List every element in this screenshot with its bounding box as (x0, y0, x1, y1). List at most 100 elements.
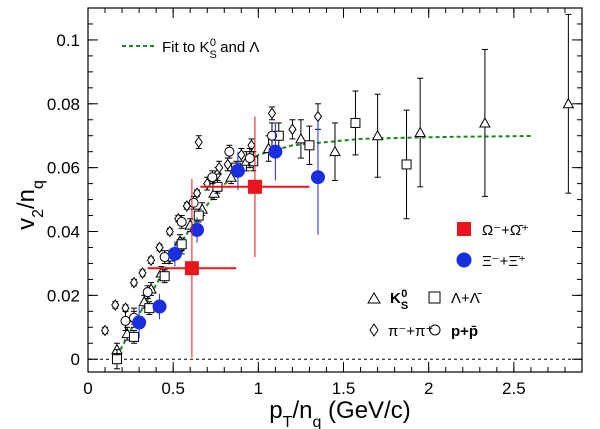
marker-diamond-open (223, 158, 232, 171)
data-point (244, 147, 255, 169)
marker-circle-filled (310, 170, 325, 185)
data-point (267, 106, 277, 121)
data-point (230, 151, 245, 190)
legend-pion-entry: π⁻+π⁺ (369, 323, 433, 340)
marker-circle-filled (152, 299, 167, 314)
data-point (100, 324, 110, 337)
x-tick-label: 2.5 (502, 379, 526, 398)
data-point (193, 208, 204, 223)
x-axis-title: pT/nq (GeV/c) (269, 397, 410, 429)
marker-square-open (111, 354, 122, 365)
marker-diamond-open (100, 324, 110, 337)
marker-triangle-open (479, 116, 491, 128)
marker-triangle-open (225, 171, 237, 182)
data-point (176, 215, 187, 229)
y-tick-label: 0 (71, 350, 80, 369)
legend-k0-marker (367, 292, 381, 304)
marker-diamond-open (111, 299, 120, 311)
marker-square-open (128, 331, 139, 342)
series-circle-open (120, 122, 277, 331)
legend-lambda-entry: Λ+Λ̄ (428, 290, 482, 307)
marker-triangle-open (295, 132, 307, 144)
legend: Fit to KS0 and Λ Ω⁻+Ω̄⁺ Ξ⁻+Ξ̄⁺ KS0 Λ+Λ̄ … (122, 37, 529, 340)
data-point (350, 90, 361, 156)
legend-omega-label: Ω⁻+Ω̄⁺ (482, 222, 529, 239)
marker-diamond-open (215, 161, 224, 174)
marker-square-open (193, 210, 204, 221)
marker-circle-open (176, 216, 187, 227)
marker-circle-open (188, 197, 199, 208)
data-point (268, 122, 283, 181)
y-tick-label: 0.06 (47, 159, 80, 178)
marker-diamond-open (129, 276, 139, 289)
marker-diamond-open (138, 267, 147, 279)
marker-triangle-open (371, 129, 384, 141)
marker-circle-filled (190, 222, 205, 237)
marker-square-open (401, 159, 412, 170)
data-point (414, 77, 427, 188)
data-point (165, 225, 174, 238)
data-point (200, 116, 310, 258)
legend-pion-marker (369, 323, 379, 337)
data-point (310, 119, 325, 235)
series-square-filled (147, 116, 310, 358)
marker-square-filled (184, 261, 199, 276)
data-point (142, 285, 153, 300)
x-tick-label: 2 (424, 379, 433, 398)
marker-circle-filled (167, 246, 182, 261)
data-point (295, 119, 307, 159)
x-tick-label: 0 (83, 379, 92, 398)
data-point (132, 306, 147, 339)
series-diamond-open (100, 103, 323, 337)
marker-circle-open (244, 153, 255, 164)
y-tick-label: 0.04 (47, 223, 80, 242)
y-tick-label: 0.08 (47, 95, 80, 114)
data-point (224, 144, 235, 159)
marker-diamond-open (237, 149, 246, 161)
plot-border (87, 7, 583, 373)
data-points (100, 13, 575, 370)
legend-k0-entry: KS0 (367, 288, 408, 312)
marker-triangle-open (329, 145, 341, 157)
marker-square-filled (247, 179, 262, 194)
marker-circle-open (159, 252, 170, 263)
marker-diamond-open (194, 136, 203, 148)
legend-k0-label: KS0 (390, 288, 408, 312)
marker-diamond-open (146, 254, 156, 267)
marker-circle-open (120, 315, 131, 326)
data-point (329, 122, 341, 181)
marker-square-open (144, 303, 155, 314)
data-point (152, 293, 167, 320)
marker-circle-open (266, 130, 277, 141)
data-point (188, 195, 199, 210)
marker-diamond-open (247, 139, 256, 152)
data-point (190, 217, 205, 243)
data-point (120, 310, 131, 331)
data-point (562, 13, 575, 194)
data-point (194, 135, 203, 149)
legend-xi-entry: Ξ⁻+Ξ̄⁺ (456, 252, 526, 270)
data-point (223, 157, 232, 172)
data-point (146, 254, 156, 267)
marker-diamond-open (192, 187, 202, 200)
data-point (237, 147, 246, 162)
data-point (401, 109, 412, 220)
data-point (129, 276, 139, 289)
marker-square-open (159, 271, 170, 282)
legend-proton-entry: p+p̄ (429, 323, 478, 340)
data-point (144, 301, 155, 316)
y-tick-label: 0.02 (47, 286, 80, 305)
marker-diamond-open (288, 123, 297, 136)
data-point (111, 299, 120, 311)
legend-fit-entry: Fit to KS0 and Λ (122, 37, 259, 61)
data-point (147, 178, 237, 358)
plot-frame (87, 7, 583, 373)
data-point (288, 119, 297, 140)
marker-triangle-open (414, 126, 427, 138)
axis-ticks: 0 0.5 1 1.5 2 2.5 0 0.02 0.04 0.06 0.08 0.1 (47, 7, 583, 398)
data-point (247, 138, 256, 153)
legend-omega-marker (457, 222, 471, 236)
marker-square-open (350, 117, 361, 128)
legend-pion-label: π⁻+π⁺ (388, 323, 433, 340)
